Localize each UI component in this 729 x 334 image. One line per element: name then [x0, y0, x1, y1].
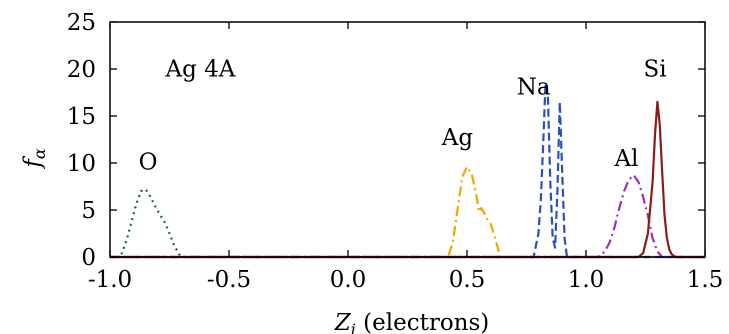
x-tick-label: 1.0 — [568, 267, 605, 293]
annotation-ag-4a: Ag 4A — [164, 57, 235, 83]
y-tick-label: 10 — [67, 151, 96, 177]
x-axis-label: Zi (electrons) — [334, 310, 490, 334]
annotation-na: Na — [517, 74, 551, 100]
axis-tick-labels: -1.0 -0.5 0.0 0.5 1.0 1.5 0 5 10 15 20 25 — [67, 10, 724, 293]
series-line-si — [110, 100, 705, 259]
annotation-si: Si — [643, 57, 666, 83]
x-tick-label: 0.5 — [449, 267, 486, 293]
x-axis-label-rest: (electrons) — [356, 310, 489, 334]
x-axis-label-main: Z — [334, 310, 352, 334]
annotation-ag: Ag — [441, 125, 474, 151]
y-tick-label: 15 — [67, 104, 96, 130]
axis-ticks — [109, 21, 706, 258]
annotation-al: Al — [613, 146, 638, 172]
x-axis-label-sub: i — [351, 320, 356, 334]
series-line-ag — [110, 165, 705, 259]
annotation-o: O — [139, 150, 158, 176]
y-tick-label: 0 — [81, 245, 96, 271]
x-tick-label: 0.0 — [330, 267, 367, 293]
x-tick-label: -0.5 — [207, 267, 251, 293]
series-line-o — [110, 188, 705, 259]
x-tick-label: -1.0 — [88, 267, 132, 293]
y-tick-label: 5 — [81, 198, 96, 224]
plot-frame — [109, 21, 706, 258]
plot-series — [110, 81, 705, 259]
y-axis-label-sub: α — [30, 148, 49, 159]
y-tick-label: 20 — [67, 57, 96, 83]
y-axis-label-main: f — [20, 156, 46, 170]
annotations: Ag 4A O Ag Na Al Si — [139, 57, 667, 176]
y-tick-label: 25 — [67, 10, 96, 36]
x-tick-label: 1.5 — [687, 267, 724, 293]
series-line-al — [110, 174, 705, 259]
y-axis-label: fα — [20, 148, 49, 170]
series-line-na — [110, 81, 705, 259]
